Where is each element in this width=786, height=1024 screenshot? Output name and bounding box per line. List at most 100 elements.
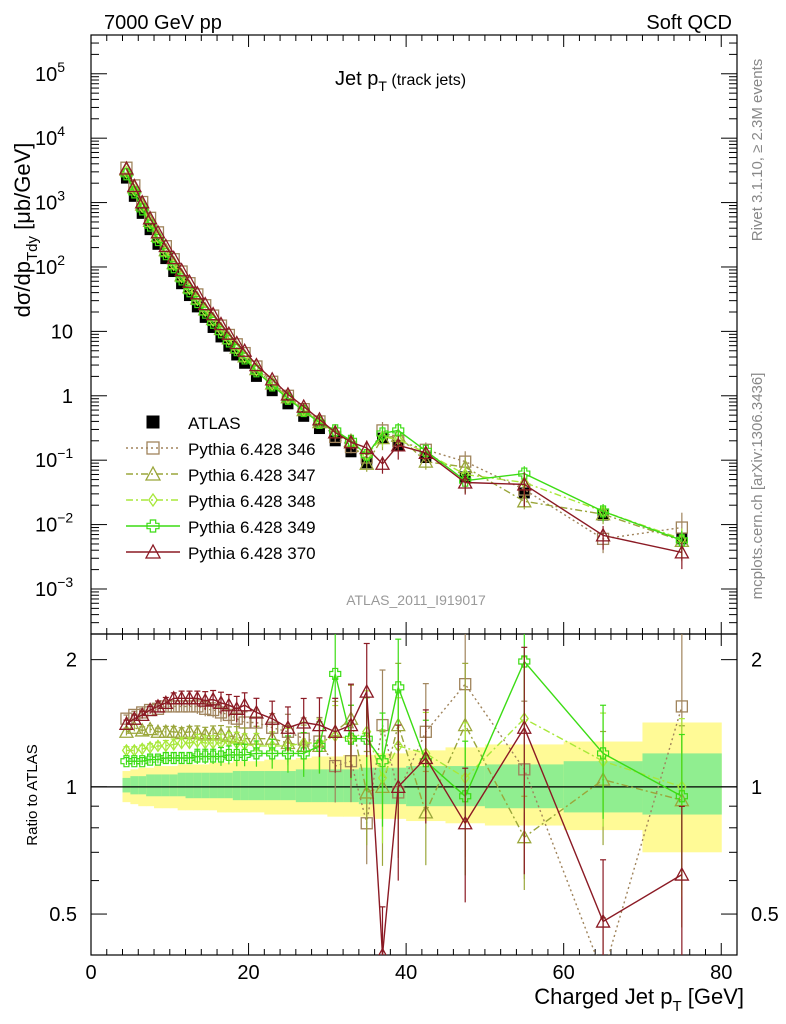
- ratio-point: [281, 747, 295, 760]
- series-point: [181, 273, 198, 288]
- ratio-point: [238, 748, 251, 762]
- ratio-point: [419, 755, 432, 768]
- series-point: [296, 398, 312, 413]
- series-point: [418, 453, 434, 468]
- ratio-point: [674, 866, 690, 881]
- ratio-point: [675, 700, 689, 713]
- series-point: [374, 455, 391, 470]
- rivet-version-label: Rivet 3.1.10, ≥ 2.3M events: [749, 59, 766, 242]
- ratio-point: [118, 723, 135, 738]
- ratio-point: [169, 737, 179, 752]
- ratio-point: [184, 736, 195, 750]
- ratio-point: [126, 719, 142, 734]
- series-point: [158, 238, 174, 253]
- ratio-point: [213, 695, 229, 710]
- series-point: [189, 285, 205, 300]
- chart-title: Jet pT (track jets): [335, 68, 466, 94]
- ratio-point: [205, 691, 221, 706]
- analysis-id-label: ATLAS_2011_I919017: [346, 592, 486, 608]
- y-tick-label: 105: [35, 59, 65, 86]
- legend-marker: [144, 543, 162, 559]
- ratio-point: [145, 740, 155, 755]
- series-line: [125, 172, 683, 540]
- ratio-point: [221, 697, 237, 712]
- x-tick-label: 60: [553, 962, 575, 984]
- inner-band-bin: [193, 772, 202, 799]
- ratio-point: [237, 697, 253, 712]
- ratio-point: [459, 790, 472, 803]
- series-point: [518, 467, 531, 480]
- y-tick-label: 10−3: [35, 574, 73, 601]
- mcplots-label: mcplots.cern.ch [arXiv:1306.3436]: [749, 373, 766, 600]
- inner-band-bin: [130, 776, 139, 795]
- ratio-point: [248, 704, 265, 719]
- inner-band-bin: [248, 771, 265, 801]
- ratio-y-axis-label: Ratio to ATLAS: [24, 744, 41, 845]
- series-point: [390, 437, 406, 452]
- ratio-point: [161, 739, 171, 753]
- inner-band-bin: [311, 769, 328, 803]
- series-point: [118, 160, 135, 175]
- series-point: [516, 493, 532, 508]
- chart-title-sub: T: [378, 78, 387, 94]
- series-point: [674, 544, 690, 559]
- series-point: [280, 386, 296, 401]
- ratio-point: [327, 723, 343, 738]
- ratio-point: [208, 736, 218, 750]
- inner-band-bin: [122, 777, 131, 793]
- ratio-point: [153, 739, 163, 753]
- series-point: [229, 335, 245, 350]
- header-right-label: Soft QCD: [646, 12, 732, 34]
- series-point: [376, 427, 389, 440]
- series-point: [675, 534, 688, 547]
- ratio-point: [297, 747, 310, 760]
- series-point: [134, 194, 150, 209]
- y-axis-label-sub: Tdy: [24, 235, 41, 261]
- x-tick-label: 0: [85, 962, 96, 984]
- ratio-point: [118, 715, 135, 730]
- chart-title-main: Jet p: [335, 68, 378, 90]
- ratio-point: [418, 750, 434, 765]
- ratio-tick-label-right: 0.5: [751, 904, 779, 926]
- ratio-point: [158, 695, 174, 710]
- series-point: [595, 527, 611, 542]
- ratio-point: [313, 739, 326, 752]
- y-tick-label: 103: [35, 188, 65, 215]
- x-axis-label-suffix: [GeV]: [682, 984, 744, 1009]
- inner-band-bin: [154, 774, 163, 797]
- ratio-point: [134, 707, 150, 722]
- series-point: [213, 316, 229, 331]
- legend: ATLAS Pythia 6.428 346 Pythia 6.428 347 Pyt…: [126, 414, 316, 563]
- chart-title-suffix: (track jets): [387, 72, 466, 89]
- legend-label: Pythia 6.428 349: [188, 518, 316, 537]
- header-left-label: 7000 GeV pp: [104, 12, 222, 34]
- legend-marker: [146, 441, 160, 455]
- ratio-point: [457, 815, 473, 830]
- series-point: [343, 434, 359, 449]
- series-point: [126, 178, 142, 193]
- ratio-tick-label-right: 1: [751, 777, 762, 799]
- inner-band-bin: [224, 772, 234, 799]
- ratio-point: [189, 690, 205, 705]
- y-axis-label: dσ/dpTdy [μb/GeV]: [10, 143, 41, 318]
- series-point: [596, 505, 610, 518]
- ratio-point: [250, 747, 263, 760]
- inner-band-bin: [209, 772, 218, 799]
- series-point: [311, 411, 328, 426]
- x-tick-label: 40: [395, 962, 417, 984]
- ratio-point: [197, 692, 213, 707]
- series-point: [142, 210, 158, 225]
- y-tick-label: 104: [35, 123, 65, 150]
- ratio-point: [137, 742, 147, 756]
- x-axis-label-sub: T: [672, 998, 681, 1015]
- ratio-point: [343, 717, 359, 732]
- series-point: [359, 455, 375, 470]
- inner-band-bin: [280, 771, 297, 801]
- ratio-point: [200, 736, 210, 750]
- series-point: [457, 474, 473, 489]
- ratio-series-4: [120, 634, 688, 891]
- inner-band-bin: [264, 771, 281, 801]
- inner-band-bin: [161, 774, 171, 797]
- y-tick-label: 10−1: [35, 445, 73, 472]
- ratio-series-5: [118, 642, 690, 955]
